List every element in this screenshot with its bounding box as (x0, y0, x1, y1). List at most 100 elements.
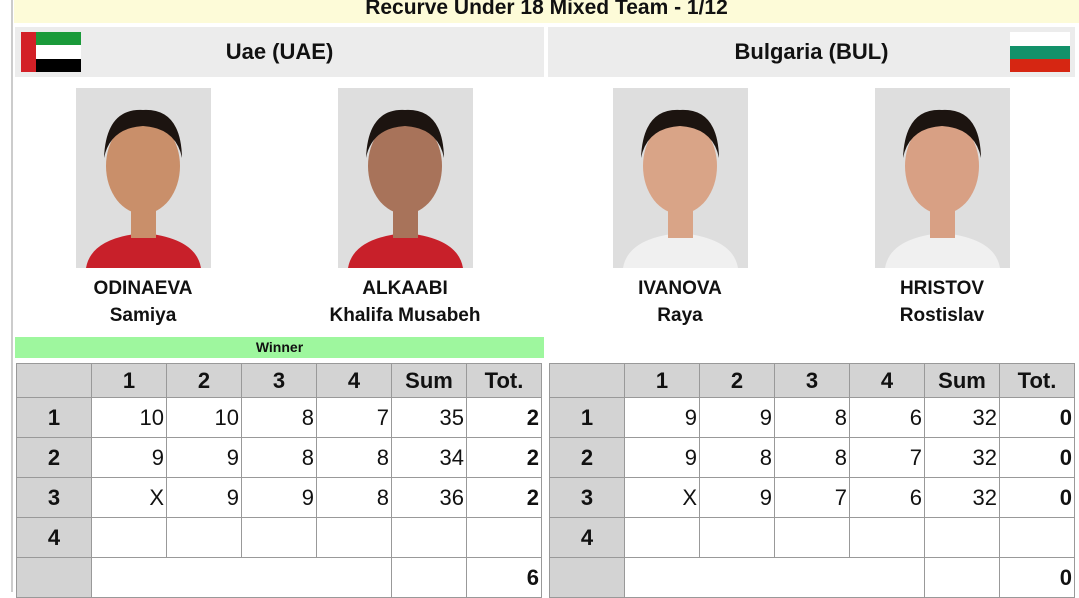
score-cell: 8 (316, 437, 392, 478)
scorecard-uae: 1 2 3 4 Sum Tot. 1 10 10 8 7 35 2 2 9 9 8 8 34 2 3 X 9 9 8 36 2 4 6 (16, 363, 542, 598)
score-cell: 6 (849, 477, 925, 518)
score-cell: 8 (774, 437, 850, 478)
total-row: 6 (16, 557, 542, 598)
column-header: 3 (241, 363, 317, 398)
athlete-photo (338, 88, 473, 268)
score-cell: 6 (849, 397, 925, 438)
score-cell (91, 517, 167, 558)
score-cell: 32 (924, 397, 1000, 438)
page-border (11, 0, 13, 592)
score-cell: 2 (466, 437, 542, 478)
score-cell: 9 (624, 397, 700, 438)
score-cell: 35 (391, 397, 467, 438)
athlete-portrait-icon (338, 88, 473, 268)
total-row: 0 (549, 557, 1075, 598)
athlete-name: ODINAEVA Samiya (23, 275, 263, 329)
score-cell: 8 (241, 397, 317, 438)
athlete-portrait-icon (76, 88, 211, 268)
athlete-photo (613, 88, 748, 268)
athlete-portrait-icon (613, 88, 748, 268)
score-cell: 10 (91, 397, 167, 438)
end-number: 1 (549, 397, 625, 438)
score-cell: 8 (699, 437, 775, 478)
athlete-last-name: ALKAABI (362, 278, 448, 299)
column-header: Sum (924, 363, 1000, 398)
column-header: 3 (774, 363, 850, 398)
scorecard-bul: 1 2 3 4 Sum Tot. 1 9 9 8 6 32 0 2 9 8 8 7 32 0 3 X 9 7 6 32 0 4 0 (549, 363, 1075, 598)
end-row: 1 10 10 8 7 35 2 (16, 397, 542, 438)
end-row: 3 X 9 7 6 32 0 (549, 477, 1075, 518)
bulgaria-flag-icon (1010, 32, 1070, 72)
end-number: 4 (16, 517, 92, 558)
score-cell (166, 517, 242, 558)
athlete-last-name: HRISTOV (899, 278, 985, 299)
end-number: 3 (16, 477, 92, 518)
athlete-last-name: ODINAEVA (93, 278, 193, 299)
athlete-first-name: Raya (657, 305, 703, 326)
column-header: 1 (91, 363, 167, 398)
athlete-first-name: Rostislav (899, 305, 985, 326)
end-row: 2 9 9 8 8 34 2 (16, 437, 542, 478)
blank-cell (91, 557, 392, 598)
match-total: 6 (466, 557, 542, 598)
end-row: 3 X 9 9 8 36 2 (16, 477, 542, 518)
athlete-name: ALKAABI Khalifa Musabeh (285, 275, 525, 329)
score-cell: 34 (391, 437, 467, 478)
column-header: Sum (391, 363, 467, 398)
column-header: 2 (699, 363, 775, 398)
score-cell: 36 (391, 477, 467, 518)
athlete-portrait-icon (875, 88, 1010, 268)
score-cell: X (91, 477, 167, 518)
score-cell: 9 (166, 437, 242, 478)
column-header: 1 (624, 363, 700, 398)
uae-flag-icon (21, 32, 81, 72)
blank-cell (624, 557, 925, 598)
score-cell: 8 (774, 397, 850, 438)
score-cell: 9 (166, 477, 242, 518)
end-row: 4 (549, 517, 1075, 558)
header-row: 1 2 3 4 Sum Tot. (16, 363, 542, 398)
score-cell (999, 517, 1075, 558)
score-cell: 32 (924, 437, 1000, 478)
score-cell (699, 517, 775, 558)
score-cell (774, 517, 850, 558)
score-cell: 2 (466, 477, 542, 518)
athlete-name: IVANOVA Raya (560, 275, 800, 329)
score-cell: 10 (166, 397, 242, 438)
athlete-name: HRISTOV Rostislav (822, 275, 1062, 329)
row-label (549, 557, 625, 598)
column-header: Tot. (466, 363, 542, 398)
end-number: 1 (16, 397, 92, 438)
column-header: 4 (316, 363, 392, 398)
score-cell (924, 517, 1000, 558)
team-name: Bulgaria (BUL) (734, 39, 889, 64)
team-name: Uae (UAE) (225, 39, 334, 64)
score-cell: 0 (999, 477, 1075, 518)
column-header (16, 363, 92, 398)
score-cell: 9 (699, 397, 775, 438)
score-cell: 9 (624, 437, 700, 478)
athlete-last-name: IVANOVA (638, 278, 722, 299)
score-cell: X (624, 477, 700, 518)
team-header-bul: Bulgaria (BUL) (548, 27, 1075, 77)
athlete-first-name: Khalifa Musabeh (329, 305, 481, 326)
winner-badge: Winner (15, 337, 544, 358)
column-header (549, 363, 625, 398)
score-cell: 8 (316, 477, 392, 518)
score-cell: 0 (999, 437, 1075, 478)
end-row: 2 9 8 8 7 32 0 (549, 437, 1075, 478)
end-number: 2 (549, 437, 625, 478)
end-number: 2 (16, 437, 92, 478)
score-cell (391, 517, 467, 558)
score-cell (849, 517, 925, 558)
column-header: 2 (166, 363, 242, 398)
score-cell (241, 517, 317, 558)
score-cell: 7 (774, 477, 850, 518)
score-cell (316, 517, 392, 558)
match-title: Recurve Under 18 Mixed Team - 1/12 (14, 0, 1079, 23)
end-number: 4 (549, 517, 625, 558)
team-header-uae: Uae (UAE) (15, 27, 544, 77)
score-cell: 9 (91, 437, 167, 478)
score-cell: 7 (849, 437, 925, 478)
column-header: Tot. (999, 363, 1075, 398)
